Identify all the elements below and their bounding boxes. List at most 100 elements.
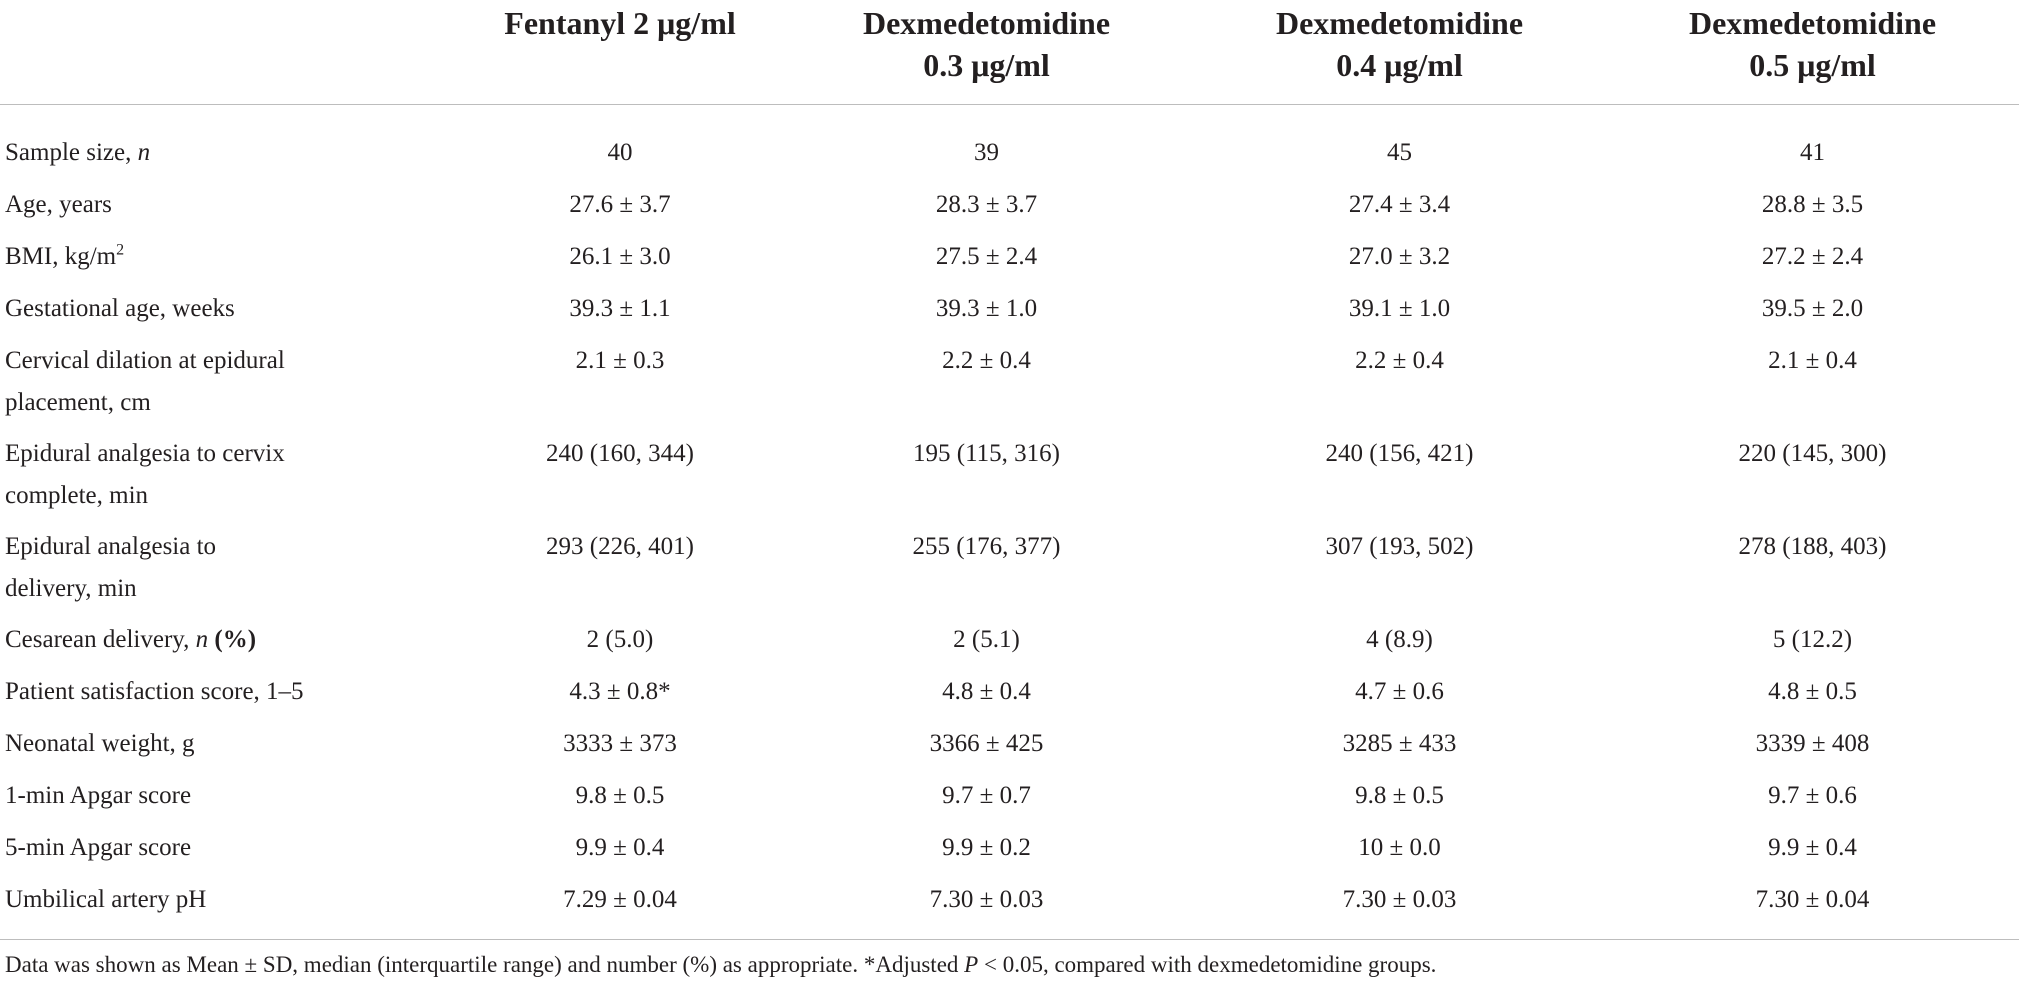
table-row: Patient satisfaction score, 1–5 4.3 ± 0.…: [0, 671, 2019, 723]
table-cell: 2.2 ± 0.4: [942, 347, 1031, 374]
table-row: Cesarean delivery, n (%) 2 (5.0) 2 (5.1)…: [0, 619, 2019, 671]
table-cell: 4.3 ± 0.8*: [569, 678, 671, 705]
row-label: Epidural analgesia to delivery, min: [0, 526, 460, 619]
table-row: Neonatal weight, g 3333 ± 373 3366 ± 425…: [0, 723, 2019, 775]
row-label-line: Cesarean delivery, n (%): [5, 619, 460, 661]
table-cell: 7.30 ± 0.03: [1193, 879, 1606, 940]
table-cell: 39.3 ± 1.0: [935, 295, 1038, 322]
header-row: Fentanyl 2 μg/ml Dexmedetomidine 0.3 μg/…: [0, 0, 2019, 105]
table-row: Cervical dilation at epidural placement,…: [0, 340, 2019, 433]
table-cell: 4.7 ± 0.6: [1355, 678, 1444, 705]
table-row: Epidural analgesia to cervix complete, m…: [0, 433, 2019, 526]
row-label-text: Sample size,: [5, 139, 138, 166]
table-cell: 28.3 ± 3.7: [935, 191, 1038, 218]
table-body: Sample size, n 40 39 45 41 Age, years 27…: [0, 105, 2019, 940]
table-cell: 220 (145, 300): [1738, 440, 1887, 467]
row-label: Neonatal weight, g: [0, 723, 460, 775]
header-text: 0.5 μg/ml: [1749, 47, 1876, 83]
header-text: 0.3 μg/ml: [923, 47, 1050, 83]
footnote-text: Data was shown as Mean ± SD, median (int…: [5, 952, 965, 977]
row-label-text: Gestational age, weeks: [5, 295, 235, 322]
table-cell: 41: [1800, 139, 1825, 166]
table-cell: 3366 ± 425: [929, 730, 1044, 757]
table-row: Sample size, n 40 39 45 41: [0, 105, 2019, 185]
row-label: 5-min Apgar score: [0, 827, 460, 879]
row-label-text: 5-min Apgar score: [5, 834, 192, 861]
table-row: 1-min Apgar score 9.8 ± 0.5 9.7 ± 0.7 9.…: [0, 775, 2019, 827]
row-label: Sample size, n: [0, 105, 460, 185]
row-label: Gestational age, weeks: [0, 288, 460, 340]
table-cell: 278 (188, 403): [1738, 533, 1887, 560]
row-label-text: Neonatal weight, g: [5, 730, 195, 757]
table-cell: 240 (156, 421): [1325, 440, 1474, 467]
row-label-text: Patient satisfaction score, 1–5: [5, 678, 304, 705]
header-cell-dex-04: Dexmedetomidine 0.4 μg/ml: [1193, 0, 1606, 105]
table-cell: 9.7 ± 0.7: [942, 782, 1031, 809]
header-text: Fentanyl 2 μg/ml: [504, 5, 736, 41]
table-cell: 5 (12.2): [1772, 626, 1853, 653]
row-label-text: placement, cm: [5, 389, 151, 416]
table-row: Epidural analgesia to delivery, min 293 …: [0, 526, 2019, 619]
table-cell: 27.4 ± 3.4: [1348, 191, 1451, 218]
row-label: Umbilical artery pH: [0, 879, 460, 940]
table-cell: 3333 ± 373: [563, 730, 677, 757]
row-label: Epidural analgesia to cervix complete, m…: [0, 433, 460, 526]
table-cell: 2 (5.1): [953, 626, 1020, 653]
table-cell: 195 (115, 316): [913, 440, 1060, 467]
row-label-text: Umbilical artery pH: [5, 886, 207, 913]
row-label-text: Age, years: [5, 191, 112, 218]
table-cell: 2.2 ± 0.4: [1355, 347, 1444, 374]
data-table: Fentanyl 2 μg/ml Dexmedetomidine 0.3 μg/…: [0, 0, 2019, 940]
header-cell-dex-03: Dexmedetomidine 0.3 μg/ml: [780, 0, 1193, 105]
table-cell: 3339 ± 408: [1755, 730, 1870, 757]
footnote-p-symbol: P: [964, 952, 979, 977]
table-cell: 9.9 ± 0.2: [942, 834, 1031, 861]
header-cell-dex-05: Dexmedetomidine 0.5 μg/ml: [1606, 0, 2019, 105]
row-label: 1-min Apgar score: [0, 775, 460, 827]
row-label-text: complete, min: [5, 482, 149, 509]
header-text: Dexmedetomidine: [1275, 5, 1524, 41]
table-cell: 2 (5.0): [586, 626, 654, 653]
table-row: Umbilical artery pH 7.29 ± 0.04 7.30 ± 0…: [0, 879, 2019, 940]
table-cell: 9.7 ± 0.6: [1768, 782, 1857, 809]
row-label: Cervical dilation at epidural placement,…: [0, 340, 460, 433]
table-cell: 39.5 ± 2.0: [1761, 295, 1864, 322]
row-label-italic: n: [195, 626, 209, 653]
table-cell: 27.0 ± 3.2: [1348, 243, 1451, 270]
row-label: Age, years: [0, 184, 460, 236]
row-label-text: Cervical dilation at epidural: [5, 347, 285, 374]
table-cell: 28.8 ± 3.5: [1761, 191, 1864, 218]
row-label-text: Cesarean delivery,: [5, 626, 196, 653]
row-label-bold: (%): [208, 626, 257, 653]
table-cell: 39.1 ± 1.0: [1348, 295, 1451, 322]
table-cell: 39.3 ± 1.1: [569, 295, 671, 322]
header-text: Dexmedetomidine: [1688, 5, 1937, 41]
table-cell: 4 (8.9): [1366, 626, 1433, 653]
table-cell: 2.1 ± 0.3: [575, 347, 665, 374]
header-text: 0.4 μg/ml: [1336, 47, 1463, 83]
row-label: BMI, kg/m2: [0, 236, 460, 288]
table-cell: 9.9 ± 0.4: [1768, 834, 1857, 861]
table-cell: 4.8 ± 0.5: [1768, 678, 1857, 705]
table-cell: 10 ± 0.0: [1358, 834, 1441, 861]
row-label-text: 1-min Apgar score: [5, 782, 192, 809]
table-row: BMI, kg/m2 26.1 ± 3.0 27.5 ± 2.4 27.0 ± …: [0, 236, 2019, 288]
table-cell: 27.5 ± 2.4: [935, 243, 1038, 270]
table-cell: 293 (226, 401): [546, 533, 694, 560]
table-cell: 40: [607, 139, 633, 166]
table-row: Age, years 27.6 ± 3.7 28.3 ± 3.7 27.4 ± …: [0, 184, 2019, 236]
row-label-text: delivery, min: [5, 575, 137, 602]
table-cell: 45: [1387, 139, 1412, 166]
row-label-text: BMI, kg/m: [5, 243, 117, 270]
row-label-line: BMI, kg/m2: [5, 236, 460, 278]
table-row: 5-min Apgar score 9.9 ± 0.4 9.9 ± 0.2 10…: [0, 827, 2019, 879]
table-cell: 255 (176, 377): [912, 533, 1061, 560]
table-cell: 9.8 ± 0.5: [575, 782, 665, 809]
table-cell: 27.6 ± 3.7: [569, 191, 671, 218]
table-cell: 240 (160, 344): [546, 440, 694, 467]
row-label-line: Sample size, n: [5, 132, 460, 174]
table-cell: 7.29 ± 0.04: [460, 879, 780, 940]
table-cell: 9.8 ± 0.5: [1355, 782, 1444, 809]
table-cell: 2.1 ± 0.4: [1768, 347, 1857, 374]
